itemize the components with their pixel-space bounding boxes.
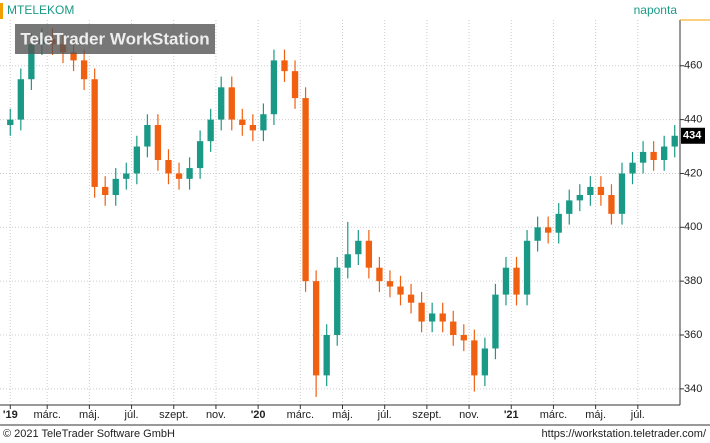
- candle-body: [376, 267, 383, 282]
- candle-body: [133, 146, 140, 174]
- y-tick-label: 360: [684, 329, 702, 341]
- candle-body: [344, 254, 351, 268]
- candle-body: [186, 168, 193, 179]
- candle-body: [386, 281, 394, 287]
- candle-body: [218, 87, 225, 120]
- y-tick-label: 380: [684, 275, 702, 287]
- candle-body: [587, 186, 594, 195]
- candle-body: [439, 313, 446, 322]
- x-tick-label: máj.: [332, 409, 353, 421]
- candle-body: [629, 162, 636, 174]
- last-price-box: [681, 127, 705, 144]
- candle-body: [397, 286, 404, 295]
- y-tick-label: 340: [684, 383, 702, 395]
- candle-body: [355, 240, 362, 255]
- candle-body: [618, 173, 626, 214]
- y-tick-label: 400: [684, 221, 702, 233]
- candle-body: [28, 44, 35, 80]
- candle-body: [661, 146, 668, 160]
- candle-body: [608, 195, 615, 214]
- y-tick-label: 440: [684, 114, 702, 126]
- candle-body: [428, 313, 436, 322]
- candle-body: [576, 195, 583, 201]
- candle-body: [460, 335, 467, 341]
- candle-body: [154, 125, 162, 160]
- candle-body: [239, 119, 246, 125]
- candle-body: [502, 267, 510, 295]
- candle-body: [566, 200, 573, 214]
- candle-body: [418, 302, 425, 322]
- y-tick-label: 420: [684, 167, 702, 179]
- candle-body: [555, 213, 562, 233]
- candle-body: [123, 173, 130, 179]
- candle-body: [7, 119, 14, 125]
- x-tick-label: máj.: [79, 409, 100, 421]
- candle-body: [650, 151, 657, 160]
- x-tick-label: szept.: [412, 409, 441, 421]
- candle-body: [249, 125, 257, 131]
- candle-body: [270, 60, 278, 115]
- candle-body: [207, 119, 214, 142]
- x-tick-label: máj.: [585, 409, 606, 421]
- candle-body: [534, 227, 541, 241]
- candle-body: [260, 114, 267, 131]
- candle-body: [112, 178, 119, 195]
- x-tick-label: júl.: [630, 409, 645, 421]
- candle-body: [144, 125, 151, 147]
- candle-body: [312, 281, 320, 376]
- candle-body: [91, 79, 98, 187]
- x-tick-label: júl.: [377, 409, 392, 421]
- candle-body: [450, 321, 457, 335]
- candle-body: [671, 135, 678, 147]
- interval: naponta: [634, 3, 678, 17]
- x-tick-label: júl.: [124, 409, 139, 421]
- candle-body: [228, 87, 235, 120]
- candle-body: [545, 227, 552, 233]
- candle-body: [513, 267, 520, 295]
- candle-body: [323, 335, 330, 376]
- candle-body: [102, 186, 109, 195]
- x-tick-label: nov.: [459, 409, 479, 421]
- x-tick-label: '21: [504, 409, 519, 421]
- candle-body: [492, 294, 499, 349]
- candle-body: [196, 141, 204, 169]
- watermark: TeleTrader WorkStation: [20, 29, 209, 48]
- candle-body: [70, 52, 77, 61]
- candle-body: [471, 340, 478, 376]
- x-tick-label: '19: [3, 409, 18, 421]
- copyright: © 2021 TeleTrader Software GmbH: [3, 428, 175, 440]
- candle-body: [175, 173, 183, 179]
- watermark-box: [15, 24, 215, 54]
- candle-body: [165, 160, 172, 174]
- candle-body: [291, 71, 299, 99]
- x-tick-label: márc.: [33, 409, 61, 421]
- candle-body: [17, 79, 24, 120]
- x-tick-label: szept.: [159, 409, 188, 421]
- candle-body: [597, 186, 605, 195]
- symbol-marker: [0, 3, 3, 19]
- y-tick-label: 460: [684, 60, 702, 72]
- candle-body: [481, 348, 489, 376]
- x-tick-label: '20: [251, 409, 266, 421]
- candle-body: [407, 294, 415, 303]
- last-price: 434: [683, 130, 702, 142]
- candle-body: [281, 60, 288, 72]
- x-tick-label: márc.: [540, 409, 568, 421]
- candle-body: [334, 267, 341, 335]
- x-tick-label: nov.: [206, 409, 226, 421]
- candle-body: [365, 240, 373, 268]
- candle-body: [302, 98, 309, 282]
- candle-body: [639, 151, 647, 163]
- url: https://workstation.teletrader.com/: [542, 428, 707, 440]
- x-tick-label: márc.: [287, 409, 315, 421]
- symbol: MTELEKOM: [7, 3, 74, 17]
- candle-body: [523, 240, 531, 295]
- candle-body: [80, 60, 88, 80]
